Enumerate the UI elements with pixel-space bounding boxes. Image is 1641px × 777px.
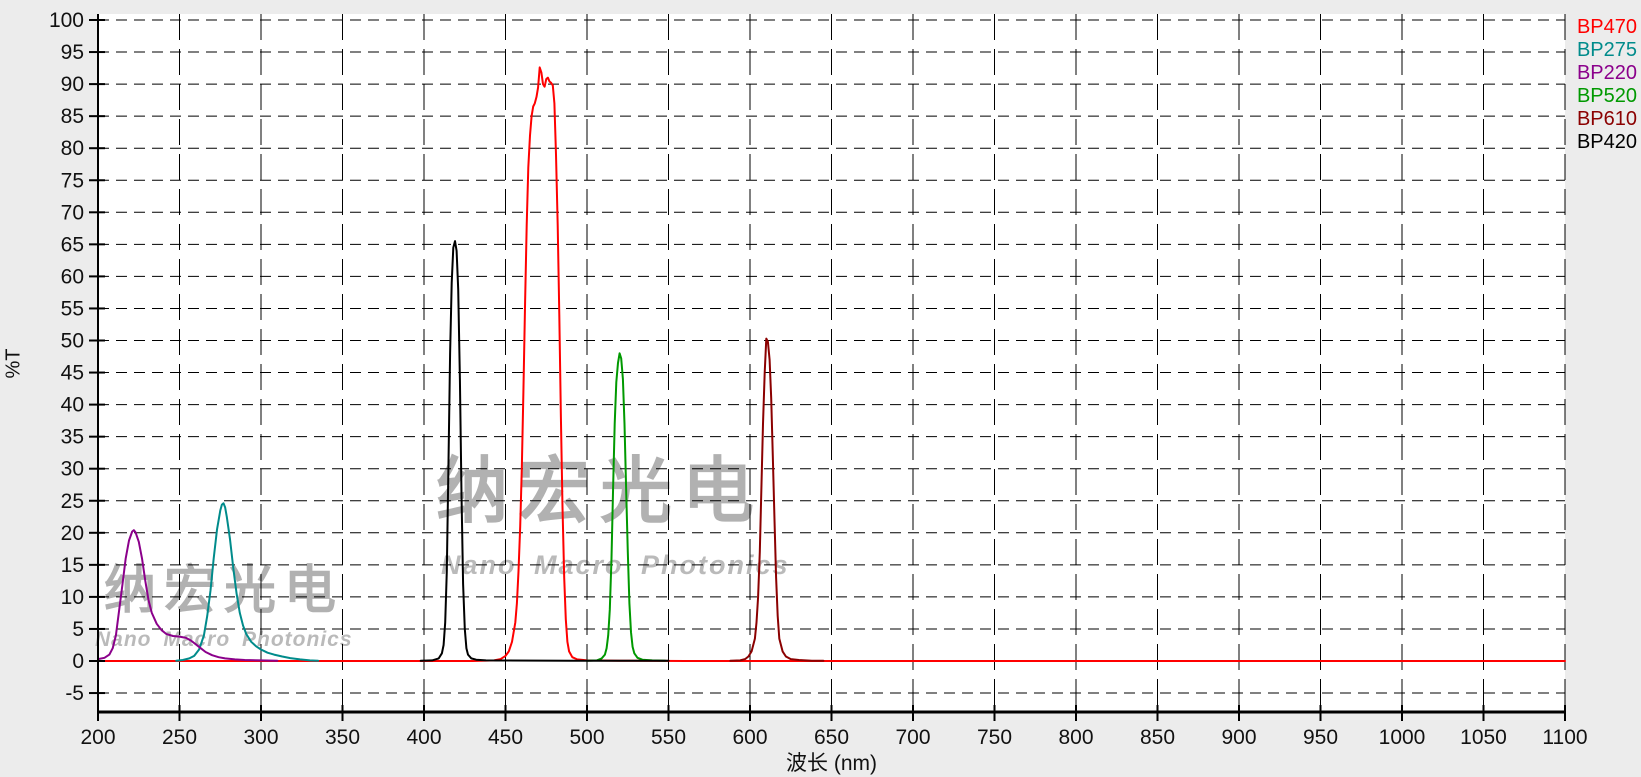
y-tick-label: 85 [61, 105, 84, 128]
x-tick-label: 450 [488, 726, 523, 749]
x-tick-label: 400 [406, 726, 441, 749]
y-axis-title: %T [2, 348, 25, 379]
curve-bp470 [97, 66, 1566, 662]
y-tick-label: 20 [61, 522, 84, 545]
legend-item-bp520: BP520 [1576, 85, 1637, 107]
legend-item-bp220: BP220 [1576, 62, 1637, 84]
legend-item-bp470: BP470 [1576, 16, 1637, 38]
y-tick-label: 95 [61, 41, 84, 64]
y-tick-label: 70 [61, 201, 84, 224]
x-tick-label: 950 [1303, 726, 1338, 749]
x-tick-label: 550 [651, 726, 686, 749]
curve-bp220 [97, 529, 279, 662]
y-tick-label: 10 [61, 586, 84, 609]
axes [89, 14, 1566, 721]
y-tick-label: -5 [65, 682, 84, 705]
y-tick-label: 80 [61, 137, 84, 160]
x-tick-label: 600 [732, 726, 767, 749]
y-tick-label: 50 [61, 330, 84, 353]
x-tick-label: 500 [569, 726, 604, 749]
y-tick-label: 35 [61, 426, 84, 449]
x-tick-label: 250 [162, 726, 197, 749]
x-tick-label: 300 [243, 726, 278, 749]
y-tick-label: 30 [61, 458, 84, 481]
y-tick-label: 55 [61, 297, 84, 320]
x-tick-label: 200 [80, 726, 115, 749]
x-tick-label: 700 [895, 726, 930, 749]
y-tick-label: 45 [61, 362, 84, 385]
y-tick-label: 25 [61, 490, 84, 513]
y-tick-label: 90 [61, 73, 84, 96]
x-axis-title: 波长 (nm) [786, 752, 877, 775]
y-tick-label: 15 [61, 554, 84, 577]
gridlines [98, 14, 1566, 712]
y-tick-label: 5 [72, 618, 84, 641]
x-tick-label: 1100 [1542, 726, 1587, 749]
curve-bp520 [586, 352, 667, 662]
y-tick-label: 65 [61, 233, 84, 256]
x-tick-label: 900 [1221, 726, 1256, 749]
legend-item-bp420: BP420 [1576, 131, 1637, 153]
x-tick-label: 750 [977, 726, 1012, 749]
tick-labels: 200 250 300 350 400 450 500 550 600 650 700 750 800 8… [49, 9, 1588, 749]
x-tick-label: 800 [1058, 726, 1093, 749]
legend-item-bp610: BP610 [1576, 108, 1637, 130]
y-tick-label: 75 [61, 169, 84, 192]
y-tick-label: 0 [72, 650, 84, 673]
x-tick-label: 1000 [1379, 726, 1426, 749]
x-tick-label: 1050 [1460, 726, 1507, 749]
x-tick-label: 650 [814, 726, 849, 749]
y-tick-label: 40 [61, 394, 84, 417]
y-tick-label: 60 [61, 265, 84, 288]
curves [97, 66, 1566, 662]
curve-bp610 [729, 337, 825, 662]
legend: BP470 BP275 BP220 BP520 BP610 BP420 [1577, 16, 1637, 154]
curve-bp275 [175, 502, 320, 662]
y-tick-label: 100 [49, 9, 84, 32]
curve-bp420 [419, 240, 670, 662]
x-tick-label: 350 [325, 726, 360, 749]
x-tick-label: 850 [1140, 726, 1175, 749]
legend-item-bp275: BP275 [1576, 39, 1637, 61]
